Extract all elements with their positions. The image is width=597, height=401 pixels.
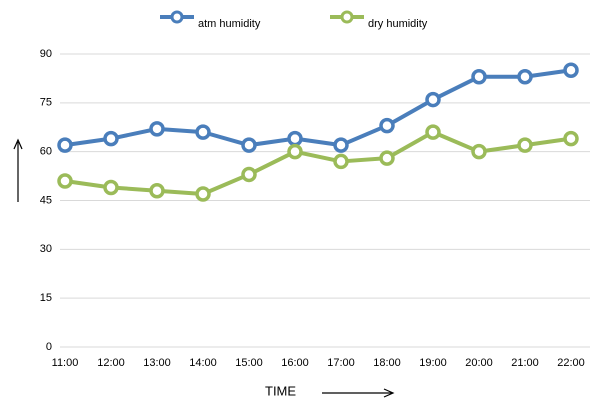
point-marker	[195, 186, 211, 202]
point-marker	[379, 117, 395, 134]
point-marker	[517, 137, 533, 153]
y-tick-label: 15	[40, 292, 52, 304]
point-marker	[241, 166, 257, 183]
y-arrow-head	[13, 138, 23, 150]
x-arrow-head	[383, 388, 395, 398]
legend-label: dry humidity	[368, 18, 428, 30]
y-tick-label: 75	[40, 97, 52, 109]
legend-marker	[340, 10, 354, 24]
x-tick-label: 19:00	[419, 357, 447, 369]
point-marker	[471, 69, 487, 85]
y-tick-label: 0	[46, 341, 52, 353]
x-tick-label: 18:00	[373, 357, 401, 369]
x-tick-label: 15:00	[235, 357, 263, 369]
x-tick-label: 22:00	[557, 357, 585, 369]
point-marker	[425, 124, 441, 140]
point-marker	[425, 91, 441, 108]
point-marker	[195, 124, 211, 140]
y-tick-label: 30	[40, 243, 52, 255]
x-tick-label: 20:00	[465, 357, 493, 369]
point-marker	[563, 130, 579, 147]
point-marker	[103, 130, 119, 147]
y-tick-label: 45	[40, 194, 52, 206]
point-marker	[517, 69, 533, 85]
x-tick-label: 11:00	[52, 357, 79, 369]
x-tick-label: 13:00	[143, 357, 171, 369]
legend-label: atm humidity	[198, 18, 261, 30]
point-marker	[471, 143, 487, 160]
x-tick-label: 12:00	[97, 357, 125, 369]
point-marker	[379, 150, 395, 166]
point-marker	[563, 62, 579, 79]
point-marker	[149, 182, 165, 199]
point-marker	[333, 153, 349, 170]
point-marker	[333, 137, 349, 153]
x-tick-label: 17:00	[327, 357, 355, 369]
point-marker	[241, 137, 257, 153]
point-marker	[57, 137, 73, 153]
legend-marker	[170, 10, 184, 24]
x-tick-label: 21:00	[511, 357, 539, 369]
point-marker	[103, 179, 119, 196]
point-marker	[149, 121, 165, 137]
y-tick-label: 90	[40, 48, 52, 60]
y-tick-label: 60	[40, 146, 52, 158]
x-tick-label: 14:00	[189, 357, 217, 369]
x-axis-label: TIME	[265, 383, 296, 398]
point-marker	[57, 173, 73, 189]
x-tick-label: 16:00	[281, 357, 309, 369]
point-marker	[287, 130, 303, 147]
series-line	[64, 68, 572, 148]
point-marker	[287, 143, 303, 160]
